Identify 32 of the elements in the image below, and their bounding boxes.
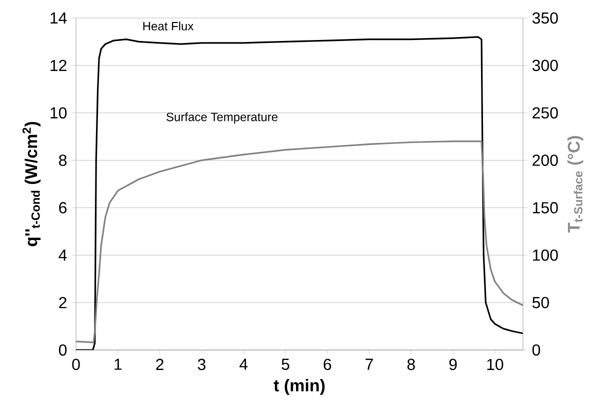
y-tick-label: 12 — [50, 60, 66, 72]
y-tick-label: 4 — [58, 250, 67, 261]
x-tick-label: 4 — [240, 358, 248, 370]
text: Surface Temperature — [166, 112, 278, 124]
y2-axis-title: T$_{t-Surface}$ (°C) — [567, 136, 584, 233]
x-tick-label: 0 — [72, 358, 80, 370]
x-tick-label: 9 — [449, 358, 457, 370]
y-tick-label: 0 — [58, 344, 67, 356]
y2-tick-label: 300 — [532, 60, 558, 72]
y2-tick-label: 100 — [533, 249, 558, 261]
x-tick-label: 5 — [282, 358, 290, 370]
x-axis-title: t (min) — [274, 378, 325, 395]
x-tick-label: 2 — [156, 358, 164, 370]
x-tick-label: 10 — [487, 358, 504, 370]
y-tick-label: 6 — [59, 202, 67, 214]
x-tick-label: 8 — [407, 358, 415, 370]
y2-tick-label: 150 — [533, 202, 558, 214]
y2-tick-label: 0 — [532, 344, 540, 356]
x-tick-label: 7 — [366, 358, 373, 370]
y-tick-label: 2 — [59, 296, 66, 308]
y2-tick-label: 200 — [532, 154, 558, 166]
y2-tick-label: 350 — [532, 12, 558, 24]
y-axis-title: q''$_{t-Cond}$ (W/cm$^{2}$) — [22, 122, 41, 246]
x-tick-label: 6 — [324, 358, 332, 370]
y-tick-label: 10 — [50, 107, 67, 119]
x-tick-label: 1 — [114, 358, 122, 370]
x-tick-label: 3 — [198, 358, 206, 370]
y-tick-label: 8 — [59, 154, 67, 166]
y2-tick-label: 50 — [532, 296, 549, 308]
y2-tick-label: 250 — [532, 107, 558, 119]
series-label: Heat Flux — [143, 22, 194, 30]
y-tick-label: 14 — [50, 12, 67, 24]
